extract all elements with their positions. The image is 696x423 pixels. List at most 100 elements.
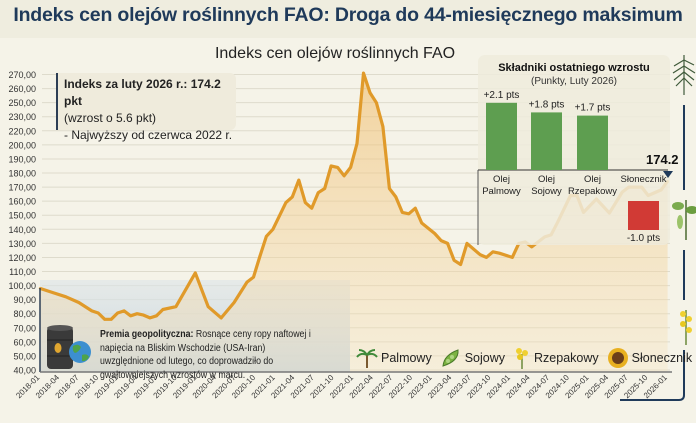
data-point xyxy=(433,232,436,235)
legend-label: Palmowy xyxy=(381,351,432,365)
data-point xyxy=(530,245,533,249)
y-tick-label: 200,00 xyxy=(8,140,36,150)
data-point xyxy=(304,201,307,204)
inset-category-label: Rzepakowy xyxy=(568,186,617,197)
data-point xyxy=(310,206,313,210)
legend-item-rzepakowy: Rzepakowy xyxy=(513,346,599,370)
y-tick-label: 130,00 xyxy=(8,239,36,249)
inset-category-label: Sojowy xyxy=(531,186,562,197)
palm-leaf-icon xyxy=(672,55,696,95)
y-tick-label: 40,00 xyxy=(13,366,36,376)
data-point xyxy=(511,256,514,259)
data-point xyxy=(258,254,262,258)
chart-title: Indeks cen olejów roślinnych FAO xyxy=(214,45,456,62)
annotation-headline: Indeks za luty 2026 r.: 174.2 pkt xyxy=(64,77,221,108)
data-point xyxy=(420,221,423,225)
data-point xyxy=(446,242,449,245)
y-tick-label: 100,00 xyxy=(8,281,36,291)
y-tick-label: 80,00 xyxy=(13,309,36,319)
data-point xyxy=(452,259,456,262)
data-point xyxy=(129,314,132,318)
data-point xyxy=(414,206,417,210)
data-point xyxy=(439,239,443,242)
legend-label: Sojowy xyxy=(464,351,506,365)
soy-plant-icon xyxy=(672,200,696,240)
data-point xyxy=(265,235,268,238)
inset-bar-label: +2.1 pts xyxy=(484,90,520,101)
y-axis-ticks: 40,00 50,00 60,00 70,00 80,00 90,00 100,00 110,… xyxy=(8,70,36,375)
data-point xyxy=(103,318,106,321)
data-point xyxy=(194,271,197,275)
y-tick-label: 220,00 xyxy=(8,126,36,136)
data-point xyxy=(116,311,119,315)
data-point xyxy=(64,295,68,299)
inset-bar xyxy=(577,115,608,170)
data-point xyxy=(362,71,365,75)
data-point xyxy=(349,166,352,169)
data-point xyxy=(297,178,300,182)
legend-label: Słonecznik xyxy=(631,351,693,365)
inset-panel xyxy=(478,55,670,245)
geo-text: Rosnące ceny ropy naftowej i napięcia na… xyxy=(100,329,311,381)
data-point xyxy=(368,91,372,95)
last-value-label: 174.2 xyxy=(646,152,679,167)
data-point xyxy=(478,253,482,256)
inset-bar-label: +1.8 pts xyxy=(529,99,565,110)
legend-item-slonecznik: Słonecznik xyxy=(607,347,692,369)
y-tick-label: 190,00 xyxy=(8,154,36,164)
data-point xyxy=(219,316,223,320)
y-tick-label: 250,00 xyxy=(8,98,36,108)
data-point xyxy=(77,301,81,304)
inset-bar-label: -1.0 pts xyxy=(627,233,660,244)
y-tick-label: 230,00 xyxy=(8,112,36,122)
data-point xyxy=(465,242,469,245)
page-title: Indeks cen olejów roślinnych FAO: Droga … xyxy=(13,4,683,26)
legend: Palmowy Sojowy Rzepakowy Słonecznik xyxy=(356,346,696,370)
y-tick-label: 270,00 xyxy=(8,70,36,80)
inset-bar-label: +1.7 pts xyxy=(575,103,611,114)
data-point xyxy=(401,211,404,214)
sunflower-icon xyxy=(607,348,628,368)
inset-category-label: Palmowy xyxy=(482,186,521,197)
y-tick-label: 120,00 xyxy=(8,253,36,263)
oil-barrel-globe-icon xyxy=(47,325,91,369)
rapeseed-flower-icon xyxy=(516,348,529,369)
data-point xyxy=(245,280,249,284)
data-point xyxy=(51,291,55,294)
data-point xyxy=(459,263,462,266)
data-point xyxy=(355,142,359,145)
data-point xyxy=(97,311,100,315)
data-point xyxy=(148,316,152,320)
data-point xyxy=(232,301,236,304)
data-point xyxy=(142,313,145,317)
data-point xyxy=(174,305,178,308)
y-tick-label: 70,00 xyxy=(13,323,36,333)
data-point xyxy=(155,314,158,318)
data-point xyxy=(135,312,139,315)
data-point xyxy=(407,212,410,216)
y-tick-label: 160,00 xyxy=(8,197,36,207)
annotation-highest: - Najwyższy od czerwca 2022 r. xyxy=(64,128,233,142)
data-point xyxy=(109,318,113,321)
annotation-change: (wzrost o 5.6 pkt) xyxy=(64,111,157,125)
data-point xyxy=(271,228,275,231)
data-point xyxy=(122,309,126,313)
data-point xyxy=(207,305,210,308)
legend-item-sojowy: Sojowy xyxy=(440,347,505,369)
data-point xyxy=(329,164,333,168)
inset-category-label: Olej xyxy=(538,174,555,185)
y-tick-label: 90,00 xyxy=(13,295,36,305)
inset-bar xyxy=(531,112,562,170)
y-tick-label: 110,00 xyxy=(9,267,36,277)
data-point xyxy=(388,187,391,190)
series-area xyxy=(40,73,668,372)
rapeseed-icon xyxy=(680,310,692,345)
data-point xyxy=(375,101,378,104)
data-point xyxy=(381,125,385,128)
legend-item-palmowy: Palmowy xyxy=(356,347,432,369)
latest-index-annotation: Indeks za luty 2026 r.: 174.2 pkt (wzros… xyxy=(56,73,236,142)
data-point xyxy=(317,191,320,194)
data-point xyxy=(394,195,398,199)
data-point xyxy=(342,174,346,178)
